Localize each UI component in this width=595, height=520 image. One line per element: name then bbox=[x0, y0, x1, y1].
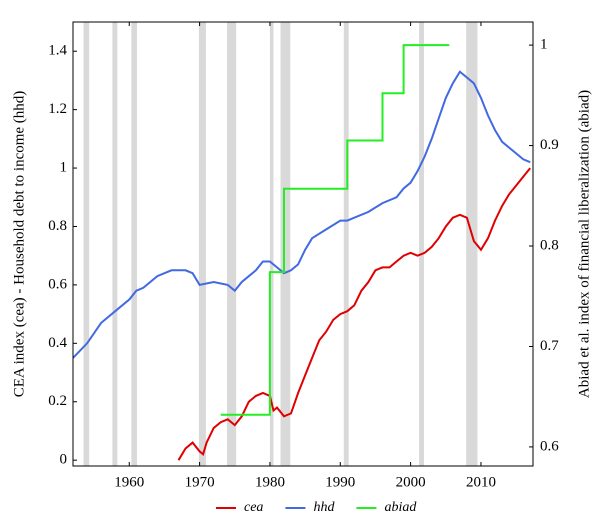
y2-axis-label: Abiad et al. index of financial liberali… bbox=[576, 90, 592, 398]
legend-label: cea bbox=[244, 500, 263, 515]
recession-band bbox=[269, 22, 274, 466]
y2-tick-label: 0.7 bbox=[540, 338, 559, 354]
recession-band bbox=[198, 22, 206, 466]
y-axis-label: CEA index (cea) - Household debt to inco… bbox=[11, 91, 27, 398]
x-tick-label: 1970 bbox=[185, 474, 215, 490]
y2-tick-label: 1 bbox=[540, 37, 548, 53]
x-tick-label: 2000 bbox=[396, 474, 426, 490]
x-tick-label: 1990 bbox=[325, 474, 355, 490]
y-tick-label: 0.2 bbox=[48, 393, 67, 409]
recession-band bbox=[83, 22, 90, 466]
y2-tick-label: 0.9 bbox=[540, 137, 559, 153]
y-tick-label: 1.4 bbox=[48, 43, 67, 59]
recession-band bbox=[131, 22, 138, 466]
recession-band bbox=[280, 22, 291, 466]
y-tick-label: 1.2 bbox=[48, 101, 67, 117]
x-tick-label: 1960 bbox=[114, 474, 144, 490]
y-tick-label: 0 bbox=[60, 452, 68, 468]
x-tick-label: 1980 bbox=[255, 474, 285, 490]
legend-label: abiad bbox=[384, 500, 417, 515]
legend-label: hhd bbox=[313, 500, 335, 515]
plot-frame bbox=[72, 21, 534, 467]
y-tick-label: 0.4 bbox=[48, 335, 67, 351]
recession-band bbox=[419, 22, 424, 466]
x-tick-label: 2010 bbox=[466, 474, 496, 490]
y2-tick-label: 0.6 bbox=[540, 438, 559, 454]
recession-band bbox=[227, 22, 237, 466]
recession-band bbox=[343, 22, 349, 466]
y-tick-label: 0.8 bbox=[48, 218, 67, 234]
series-line bbox=[220, 44, 450, 416]
y-tick-label: 0.6 bbox=[48, 276, 67, 292]
y2-tick-label: 0.8 bbox=[540, 237, 559, 253]
series-line bbox=[72, 70, 531, 359]
recession-band bbox=[466, 22, 478, 466]
y-tick-label: 1 bbox=[60, 159, 68, 175]
series-line bbox=[177, 167, 531, 461]
recession-band bbox=[112, 22, 118, 466]
